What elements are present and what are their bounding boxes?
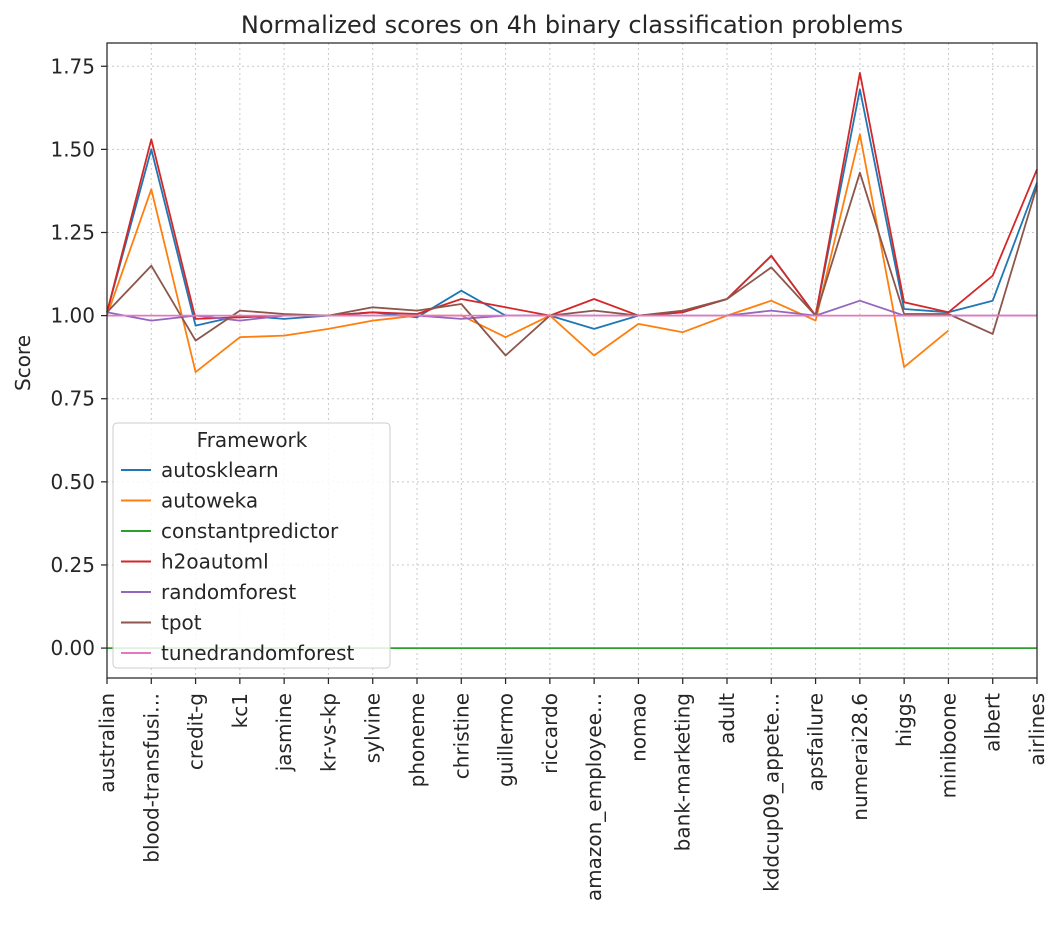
grid [106,43,1038,678]
x-tick-label: numerai28.6 [848,693,872,821]
y-tick-label: 1.75 [50,54,95,78]
x-tick-label: credit-g [184,693,208,770]
series-line-tpot [106,171,1038,357]
y-tick-label: 0.75 [50,387,95,411]
legend-label: autoweka [161,489,258,513]
legend-label: tunedrandomforest [161,641,355,665]
legend-item-autosklearn[interactable]: autosklearn [121,458,279,482]
y-tick-label: 1.50 [50,137,95,161]
legend-item-tpot[interactable]: tpot [121,611,202,635]
x-tick-label: albert [981,693,1005,752]
x-tick-label: miniboone [936,693,960,798]
x-tick-label: blood-transfusi… [139,693,163,863]
x-tick-label: kr-vs-kp [316,693,340,772]
x-axis: australian blood-transfusi… credit-g kc1 jas… [95,678,1049,901]
x-tick-label: airlines [1025,693,1049,766]
x-tick-label: phoneme [405,693,429,787]
x-tick-label: apsfailure [804,693,828,792]
legend-item-autoweka[interactable]: autoweka [121,489,258,513]
x-tick-label: sylvine [361,693,385,763]
x-tick-label: amazon_employee… [582,693,606,901]
x-tick-label: australian [95,693,119,793]
legend-item-randomforest[interactable]: randomforest [121,580,296,604]
legend-box [112,422,391,669]
legend-item-tunedrandomforest[interactable]: tunedrandomforest [121,641,355,665]
y-tick-label: 1.25 [50,221,95,245]
chart-title: Normalized scores on 4h binary classific… [241,11,903,39]
legend-title: Framework [197,428,308,452]
x-tick-label: adult [715,693,739,744]
x-tick-label: nomao [626,693,650,762]
y-tick-label: 1.00 [50,304,95,328]
y-tick-label: 0.00 [50,636,95,660]
legend[interactable]: Framework autosklearn autoweka constantpre… [112,422,391,669]
y-axis: 0.00 0.25 0.50 0.75 1.00 1.25 1.50 1.75 [50,54,107,660]
legend-label: h2oautoml [161,550,269,574]
x-tick-label: guillermo [494,693,518,787]
legend-label: constantpredictor [161,519,339,543]
x-tick-label: bank-marketing [671,693,695,851]
legend-label: randomforest [161,580,296,604]
y-tick-label: 0.25 [50,553,95,577]
legend-item-h2oautoml[interactable]: h2oautoml [121,550,269,574]
x-tick-label: kddcup09_appete… [759,693,783,892]
legend-label: autosklearn [161,458,279,482]
series-line-h2oautoml [106,72,1038,320]
plot-frame [106,42,1038,679]
series-line-autoweka [106,133,949,373]
x-tick-label: christine [449,693,473,779]
legend-item-constantpredictor[interactable]: constantpredictor [121,519,339,543]
y-tick-label: 0.50 [50,470,95,494]
x-tick-label: higgs [892,693,916,747]
legend-label: tpot [161,611,202,635]
x-tick-label: kc1 [228,693,252,728]
x-tick-label: riccardo [538,693,562,774]
x-tick-label: jasmine [272,693,296,772]
y-axis-label: Score [11,335,35,391]
